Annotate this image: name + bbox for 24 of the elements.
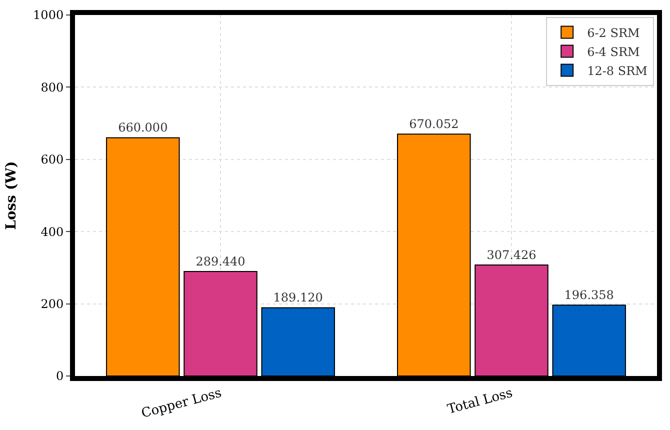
- bar: [474, 264, 548, 376]
- data-label: 189.120: [273, 290, 323, 305]
- bar: [261, 307, 335, 376]
- bar: [184, 271, 258, 376]
- y-tick-label: 0: [56, 369, 64, 384]
- x-tick-label: Total Loss: [446, 386, 514, 418]
- y-tick-label: 1000: [33, 8, 64, 22]
- legend-label: 6-2 SRM: [587, 26, 640, 40]
- bar: [552, 304, 626, 376]
- legend-label: 6-4 SRM: [587, 44, 640, 59]
- y-tick-label: 800: [40, 80, 64, 94]
- data-label: 196.358: [564, 288, 614, 302]
- data-label: 670.052: [409, 117, 459, 132]
- bar: [397, 134, 471, 376]
- data-label: 660.000: [118, 120, 168, 135]
- y-axis-title: Loss (W): [4, 161, 20, 230]
- bar: [106, 137, 180, 376]
- data-label: 307.426: [486, 248, 536, 262]
- y-tick-label: 400: [40, 224, 64, 239]
- legend-label: 12-8 SRM: [587, 64, 648, 78]
- data-label: 289.440: [196, 254, 246, 269]
- x-tick-label: Copper Loss: [140, 386, 224, 422]
- y-tick-label: 600: [40, 152, 64, 167]
- y-tick-label: 200: [40, 297, 64, 311]
